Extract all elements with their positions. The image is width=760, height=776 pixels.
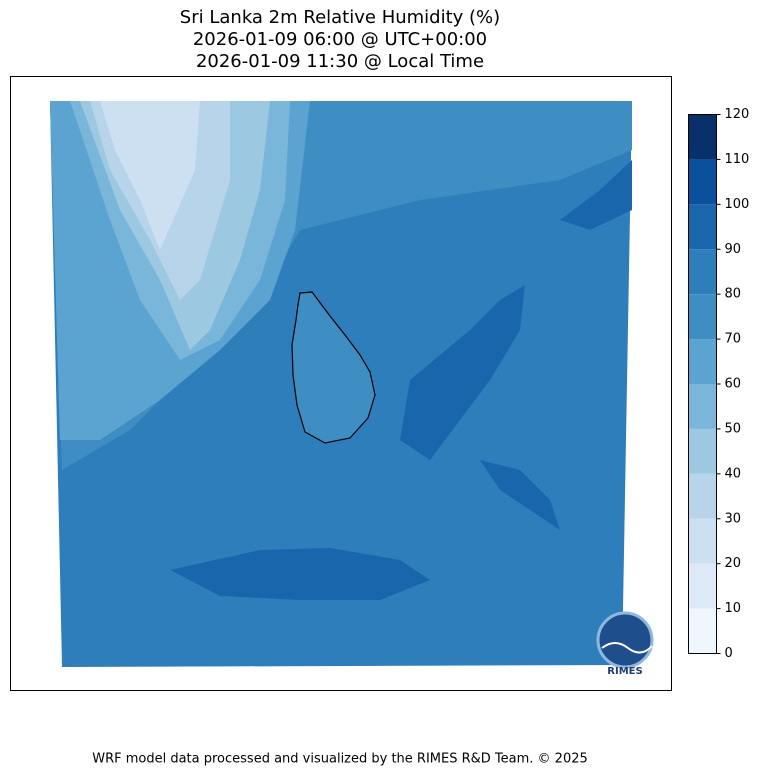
- title-line: Sri Lanka 2m Relative Humidity (%): [180, 7, 500, 28]
- colorbar-segment: [688, 384, 717, 429]
- colorbar-tick-label: 0: [725, 646, 733, 661]
- field-90: [560, 160, 632, 230]
- colorbar-segment: [688, 608, 717, 654]
- colorbar-tick-label: 60: [725, 377, 742, 392]
- footer: WRF model data processed and visualized …: [92, 752, 588, 767]
- colorbar-segment: [688, 159, 717, 205]
- title-line: 2026-01-09 06:00 @ UTC+00:00: [193, 29, 487, 50]
- colorbar-segment: [688, 563, 717, 609]
- logo-wave: [601, 642, 653, 654]
- colorbar-tick-label: 40: [725, 466, 742, 481]
- colorbar-tick-label: 50: [725, 421, 742, 436]
- colorbar-tick-label: 100: [725, 197, 750, 212]
- sri-lanka-outline: [291, 291, 376, 444]
- colorbar-tick-label: 30: [725, 511, 742, 526]
- colorbar-tick-label: 110: [725, 152, 750, 167]
- field-20: [100, 101, 200, 250]
- colorbar-segment: [688, 518, 717, 564]
- title-line: 2026-01-09 11:30 @ Local Time: [196, 51, 484, 72]
- colorbar-tick-label: 20: [725, 556, 742, 571]
- colorbar-segment: [688, 339, 717, 384]
- colorbar-segment: [688, 294, 717, 340]
- colorbar-segment: [688, 428, 717, 474]
- colorbar-tick-label: 90: [725, 242, 742, 257]
- rimes-logo: RIMES: [596, 611, 654, 677]
- colorbar-frame: [688, 114, 717, 654]
- colorbar-segment: [688, 473, 717, 519]
- colorbar: 0 10 20 30 40 50 60 70 80 90 100 110 120: [688, 107, 750, 661]
- colorbar-tick-label: 70: [725, 332, 742, 347]
- colorbar-segment: [688, 114, 717, 160]
- field-90: [480, 460, 560, 530]
- colorbar-tick-label: 120: [725, 107, 750, 122]
- colorbar-tick-label: 10: [725, 601, 742, 616]
- colorbar-tick-label: 80: [725, 287, 742, 302]
- field-90: [170, 548, 430, 600]
- logo-emblem: [596, 611, 654, 669]
- colorbar-segment: [688, 249, 717, 295]
- logo-text: RIMES: [607, 666, 642, 677]
- field-90: [400, 285, 525, 460]
- colorbar-segment: [688, 204, 717, 250]
